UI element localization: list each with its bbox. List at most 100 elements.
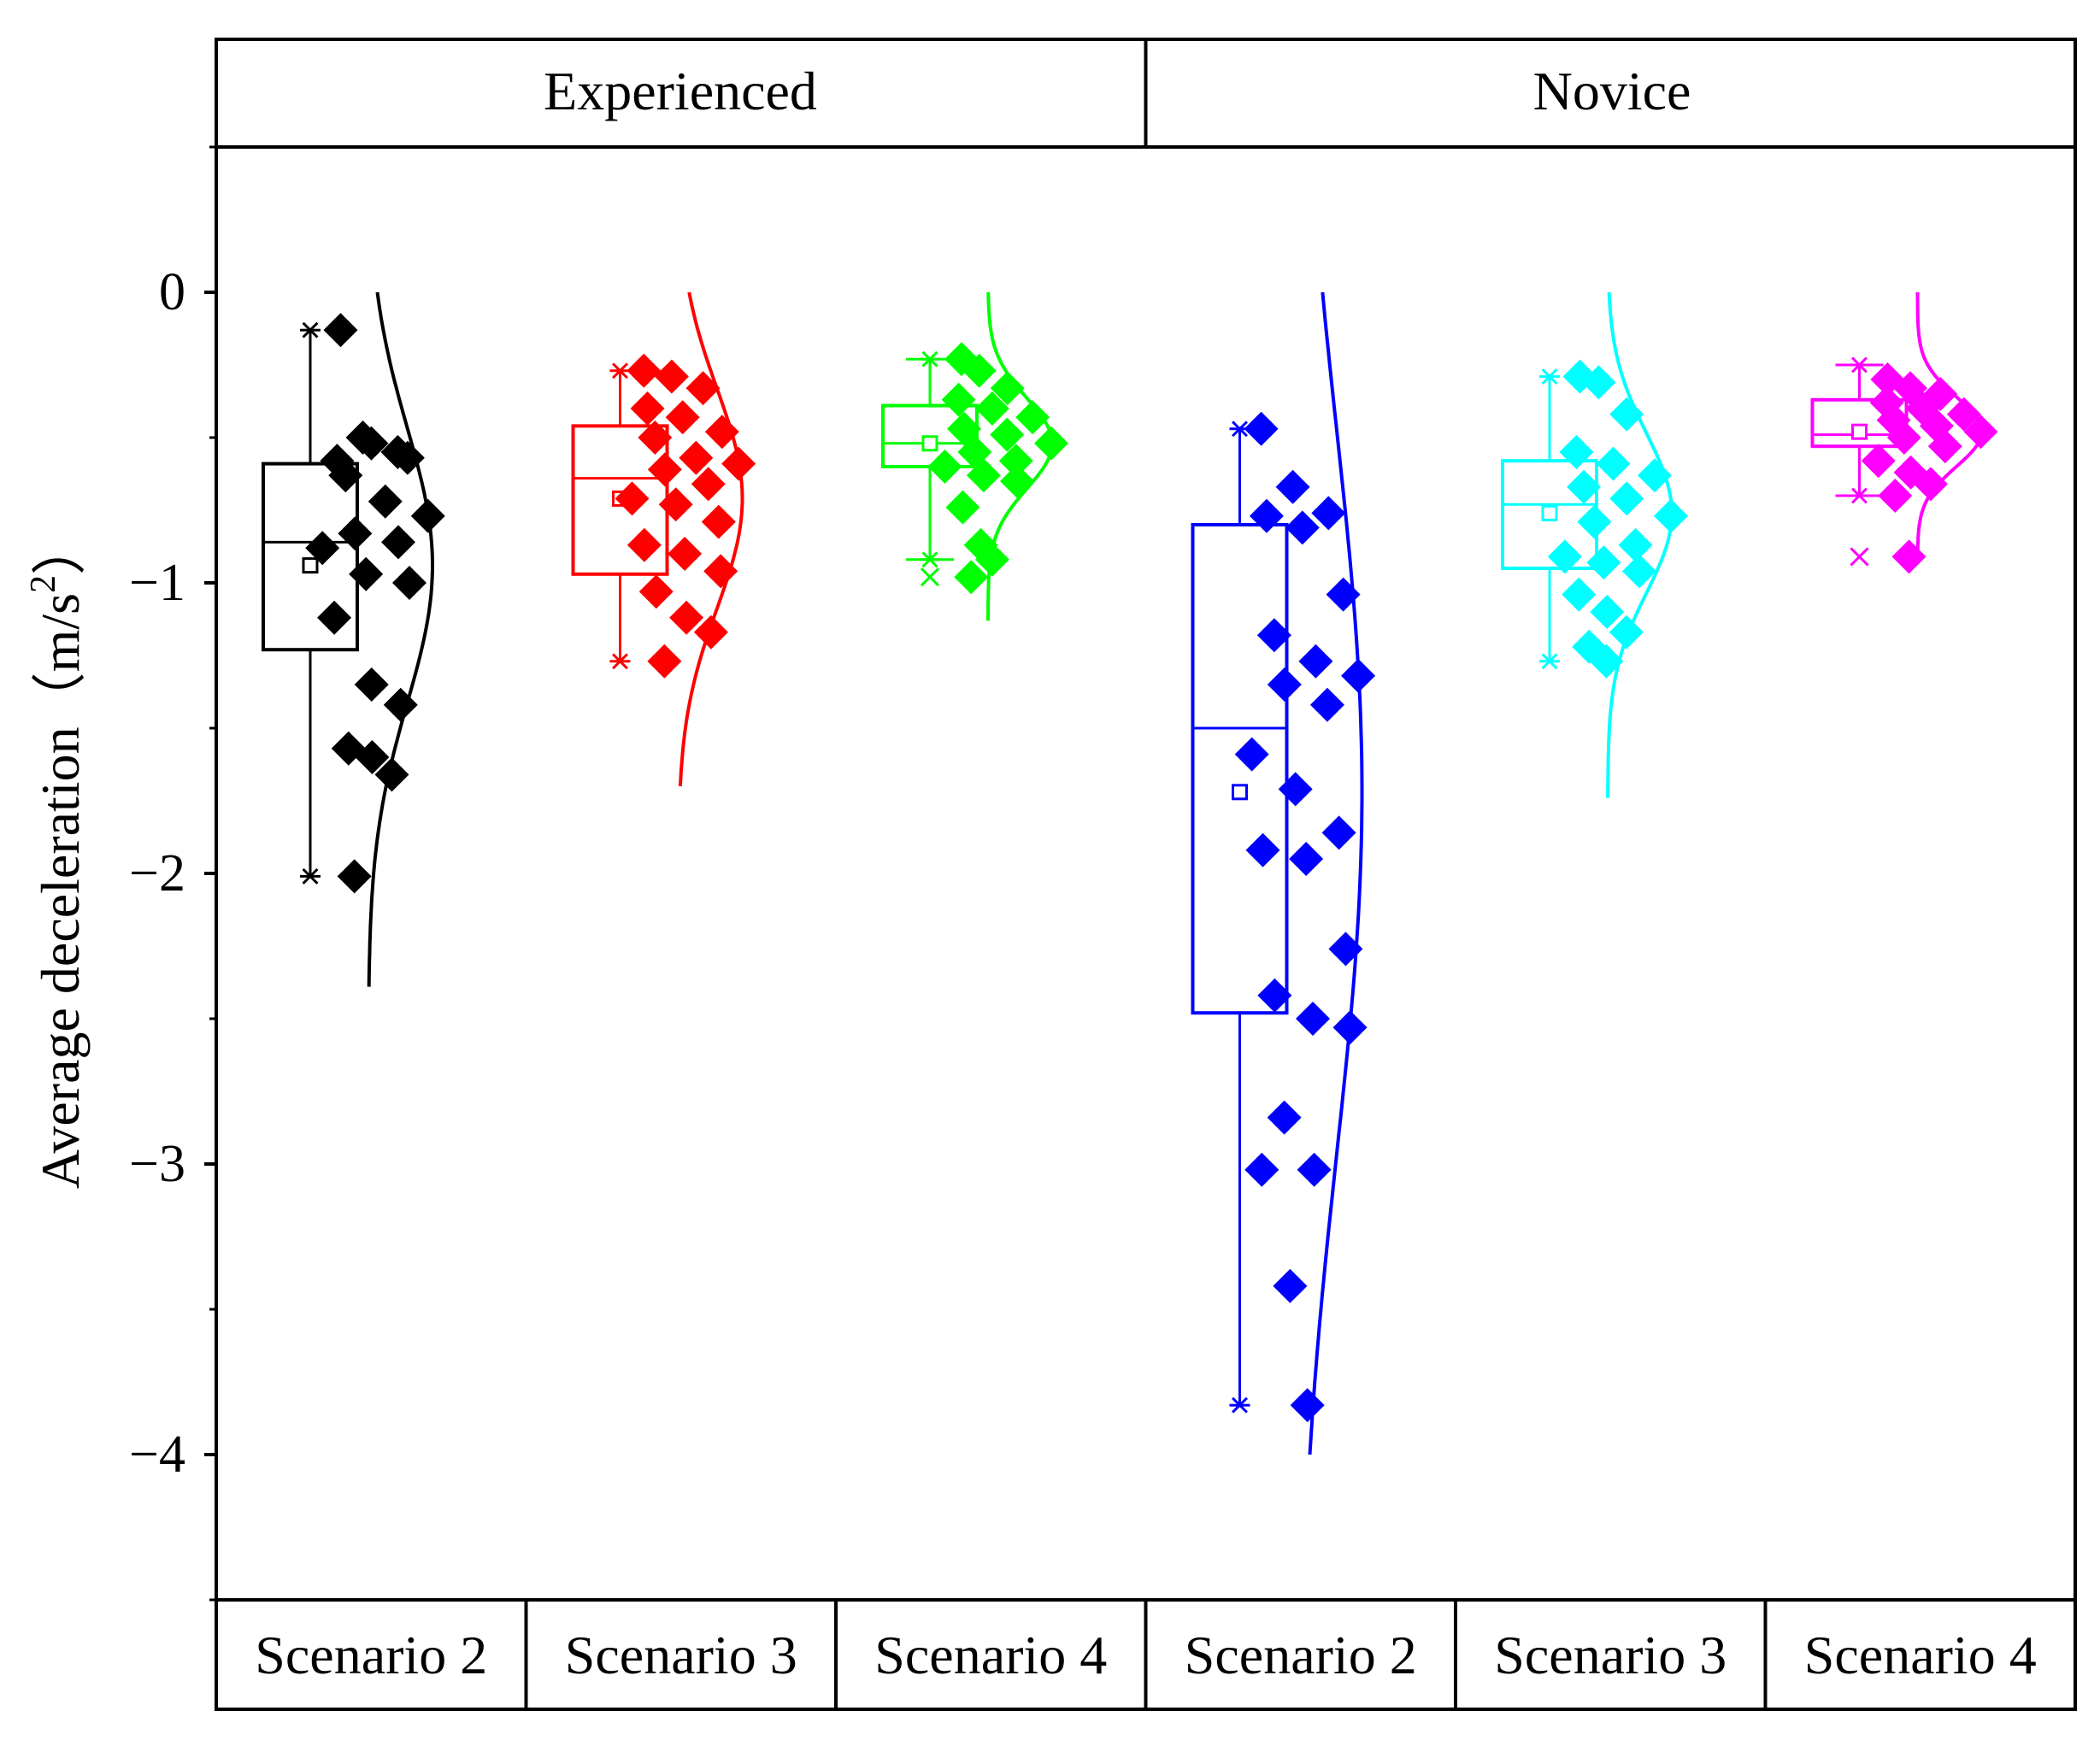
data-point xyxy=(704,414,739,450)
data-point xyxy=(615,481,650,516)
y-axis-label-end: ） xyxy=(30,520,91,575)
data-point xyxy=(1328,932,1363,967)
series-layer xyxy=(262,291,1998,1455)
data-point xyxy=(638,420,673,455)
data-point xyxy=(1886,420,1921,455)
y-tick-label: −3 xyxy=(129,1135,185,1193)
category-label: Scenario 2 xyxy=(1185,1625,1417,1685)
data-point xyxy=(368,484,403,519)
whisker-end-marker-stroke xyxy=(612,362,628,379)
y-axis-label-main: Average deceleration（m/s xyxy=(30,593,91,1189)
plot-frame xyxy=(215,38,2077,1711)
data-point xyxy=(974,542,1009,577)
plot-area-border xyxy=(215,145,2077,1602)
data-point xyxy=(1946,397,1981,432)
data-point xyxy=(1321,815,1356,850)
data-point xyxy=(668,537,703,571)
data-point xyxy=(1590,595,1625,629)
data-point xyxy=(1297,1152,1332,1187)
series-experienced-scenario-3 xyxy=(571,291,756,787)
distribution-curve xyxy=(1606,291,1674,798)
data-point xyxy=(990,417,1025,452)
data-point xyxy=(701,504,736,539)
data-point xyxy=(1621,554,1656,589)
category-label: Scenario 3 xyxy=(565,1625,797,1685)
category-label: Scenario 4 xyxy=(874,1625,1107,1685)
distribution-curve xyxy=(1308,291,1364,1455)
distribution-curve xyxy=(367,291,434,987)
data-point xyxy=(1245,832,1280,867)
data-point xyxy=(1596,446,1631,481)
data-point xyxy=(1249,498,1284,533)
data-point xyxy=(328,458,363,493)
data-point xyxy=(1878,479,1913,513)
mean-marker xyxy=(302,557,319,574)
outlier-marker-stroke xyxy=(920,567,940,587)
data-point xyxy=(338,516,373,551)
data-point xyxy=(1298,644,1333,679)
data-point xyxy=(1326,577,1361,612)
data-point xyxy=(1332,1010,1368,1045)
data-point xyxy=(703,554,738,589)
category-label: Scenario 2 xyxy=(255,1625,487,1685)
data-point xyxy=(1609,481,1644,516)
whisker-end-marker-stroke xyxy=(1851,487,1868,504)
mean-marker xyxy=(921,435,938,452)
data-point xyxy=(1296,1002,1331,1036)
data-point xyxy=(693,614,728,650)
outlier-marker-stroke xyxy=(1850,547,1869,567)
data-point xyxy=(998,444,1033,479)
data-point xyxy=(1000,464,1035,498)
data-point xyxy=(1285,510,1320,545)
data-point xyxy=(349,556,384,591)
data-point xyxy=(1586,545,1621,580)
data-point xyxy=(1637,458,1672,493)
data-point xyxy=(721,446,756,481)
y-axis-label: Average deceleration（m/s2） xyxy=(24,520,91,1189)
data-point xyxy=(1257,978,1292,1013)
data-point xyxy=(1267,1100,1302,1135)
data-point xyxy=(630,391,665,426)
data-point xyxy=(647,644,682,679)
box-iqr xyxy=(1191,523,1289,1015)
data-point xyxy=(1861,444,1896,479)
whisker-end-marker-stroke xyxy=(921,551,938,568)
data-point xyxy=(685,371,721,406)
data-point xyxy=(638,574,674,609)
data-point xyxy=(1234,737,1269,772)
data-point xyxy=(1589,644,1624,679)
data-point xyxy=(1559,435,1594,469)
data-point xyxy=(1609,614,1644,650)
group-header-novice: Novice xyxy=(1533,61,1691,121)
data-point xyxy=(974,391,1009,426)
data-point xyxy=(658,487,693,522)
data-point xyxy=(691,467,726,502)
data-point xyxy=(1547,539,1582,574)
data-point xyxy=(323,313,358,348)
data-point xyxy=(1275,469,1310,504)
y-axis-label-sup: 2 xyxy=(24,575,63,593)
data-point xyxy=(1034,426,1068,461)
series-experienced-scenario-2 xyxy=(262,291,445,987)
data-point xyxy=(1289,842,1324,876)
group-header-experienced: Experienced xyxy=(544,61,817,121)
whisker-end-marker-stroke xyxy=(1541,653,1558,670)
data-point xyxy=(626,353,662,388)
data-point xyxy=(337,859,372,894)
data-point xyxy=(1581,365,1616,400)
data-point xyxy=(1618,527,1653,562)
data-point xyxy=(354,426,389,461)
data-point xyxy=(305,531,340,566)
category-label: Scenario 4 xyxy=(1804,1625,2037,1685)
data-point xyxy=(927,450,962,484)
data-point xyxy=(1919,409,1954,444)
data-point xyxy=(665,400,700,435)
data-point xyxy=(945,490,980,525)
data-point xyxy=(1891,539,1926,574)
data-point xyxy=(1653,498,1688,533)
data-point xyxy=(1309,687,1344,722)
data-point xyxy=(374,757,409,792)
data-point xyxy=(1609,397,1644,432)
data-point xyxy=(381,525,416,560)
data-point xyxy=(1244,1152,1279,1187)
